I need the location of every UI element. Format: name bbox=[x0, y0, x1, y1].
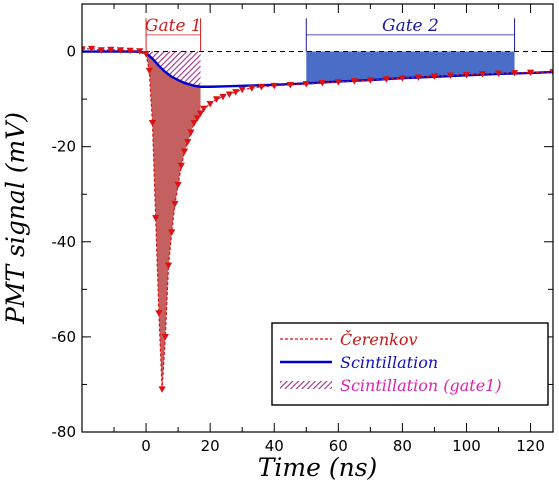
cerenkov-point bbox=[82, 46, 86, 53]
cerenkov-point bbox=[196, 110, 205, 117]
legend: Čerenkov Scintillation Scintillation (gate… bbox=[271, 322, 549, 406]
cerenkov-point bbox=[97, 47, 105, 54]
cerenkov-point bbox=[126, 47, 134, 55]
cerenkov-point bbox=[526, 69, 535, 77]
cerenkov-point bbox=[232, 89, 240, 96]
y-tick-label: -60 bbox=[52, 328, 77, 346]
axes: 0 20 40 60 80 100 120 0 -20 -40 -60 -80 Time (ns) PMT… bbox=[1, 3, 554, 482]
cerenkov-point bbox=[446, 72, 455, 79]
x-tick-label: 100 bbox=[452, 437, 481, 455]
cerenkov-point bbox=[478, 71, 487, 78]
gate2-label: Gate 2 bbox=[382, 16, 439, 36]
y-axis-title: PMT signal (mV) bbox=[1, 112, 30, 325]
x-axis-title: Time (ns) bbox=[258, 453, 378, 482]
cerenkov-point bbox=[142, 51, 150, 58]
cerenkov-point bbox=[152, 215, 160, 222]
cerenkov-point bbox=[302, 81, 310, 88]
cerenkov-point bbox=[116, 47, 125, 54]
cerenkov-point bbox=[494, 70, 503, 78]
legend-swatch-scintillation-gate1 bbox=[280, 381, 332, 389]
plot-area: Gate 1 Gate 2 bbox=[82, 16, 553, 393]
cerenkov-point bbox=[318, 80, 326, 87]
cerenkov-point bbox=[286, 81, 294, 89]
y-tick-label: 0 bbox=[66, 43, 76, 61]
legend-label: Scintillation (gate1) bbox=[340, 376, 502, 395]
cerenkov-point bbox=[200, 105, 208, 113]
x-tick-label: 20 bbox=[201, 437, 220, 455]
cerenkov-point bbox=[206, 100, 214, 108]
y-tick-label: -40 bbox=[52, 233, 77, 251]
cerenkov-point bbox=[145, 67, 153, 75]
cerenkov-point bbox=[193, 115, 201, 122]
legend-label: Scintillation bbox=[340, 353, 438, 372]
cerenkov-point bbox=[190, 120, 198, 127]
cerenkov-point bbox=[212, 96, 221, 103]
x-tick-label: 120 bbox=[516, 437, 545, 455]
cerenkov-point bbox=[510, 70, 519, 77]
cerenkov-point bbox=[398, 75, 407, 82]
gate1-label: Gate 1 bbox=[145, 16, 202, 36]
cerenkov-point bbox=[184, 139, 192, 146]
x-tick-label: 60 bbox=[329, 437, 348, 455]
cerenkov-point bbox=[334, 79, 342, 86]
cerenkov-point bbox=[366, 77, 374, 84]
cerenkov-point bbox=[174, 181, 182, 189]
cerenkov-fill-area bbox=[146, 52, 201, 390]
cerenkov-point bbox=[136, 48, 144, 55]
scintillation-line bbox=[82, 50, 553, 88]
cerenkov-point bbox=[238, 86, 246, 94]
cerenkov-point bbox=[248, 85, 256, 92]
x-tick-label: 80 bbox=[393, 437, 412, 455]
cerenkov-point bbox=[88, 45, 96, 53]
y-tick-label: -80 bbox=[52, 423, 77, 441]
cerenkov-point bbox=[187, 129, 195, 136]
cerenkov-point bbox=[168, 229, 176, 236]
y-tick-label: -20 bbox=[52, 138, 77, 156]
cerenkov-point bbox=[161, 334, 169, 341]
cerenkov-point bbox=[158, 386, 166, 393]
cerenkov-point bbox=[171, 200, 179, 208]
cerenkov-point bbox=[549, 69, 553, 76]
cerenkov-point bbox=[270, 82, 278, 90]
legend-box bbox=[271, 322, 549, 406]
cerenkov-point bbox=[180, 148, 189, 156]
cerenkov-point bbox=[164, 262, 173, 270]
cerenkov-point bbox=[225, 91, 233, 98]
cerenkov-point bbox=[177, 162, 185, 170]
plot-frame bbox=[81, 3, 554, 433]
cerenkov-point bbox=[414, 74, 423, 81]
cerenkov-point bbox=[382, 76, 390, 83]
cerenkov-point bbox=[350, 78, 358, 85]
cerenkov-point bbox=[257, 83, 266, 91]
legend-label: Čerenkov bbox=[340, 329, 418, 349]
plot-clip-group bbox=[82, 45, 553, 393]
cerenkov-point bbox=[430, 73, 439, 80]
cerenkov-point bbox=[462, 71, 471, 79]
x-tick-label: 40 bbox=[265, 437, 284, 455]
cerenkov-point bbox=[148, 120, 157, 127]
x-tick-label: 0 bbox=[141, 437, 151, 455]
scintillation-gate1-hatched-area bbox=[146, 51, 201, 87]
cerenkov-point bbox=[107, 46, 115, 54]
cerenkov-point bbox=[219, 93, 227, 101]
cerenkov-point bbox=[155, 310, 163, 317]
